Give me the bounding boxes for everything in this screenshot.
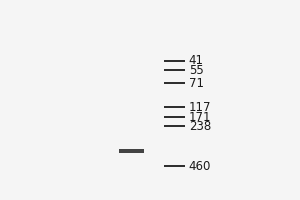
Text: 238: 238 — [189, 120, 211, 133]
Text: 55: 55 — [189, 64, 203, 77]
Text: 117: 117 — [189, 101, 211, 114]
Bar — [119, 149, 145, 153]
Text: 460: 460 — [189, 160, 211, 173]
Text: 71: 71 — [189, 77, 204, 90]
Text: 171: 171 — [189, 111, 211, 124]
Text: 41: 41 — [189, 54, 204, 67]
